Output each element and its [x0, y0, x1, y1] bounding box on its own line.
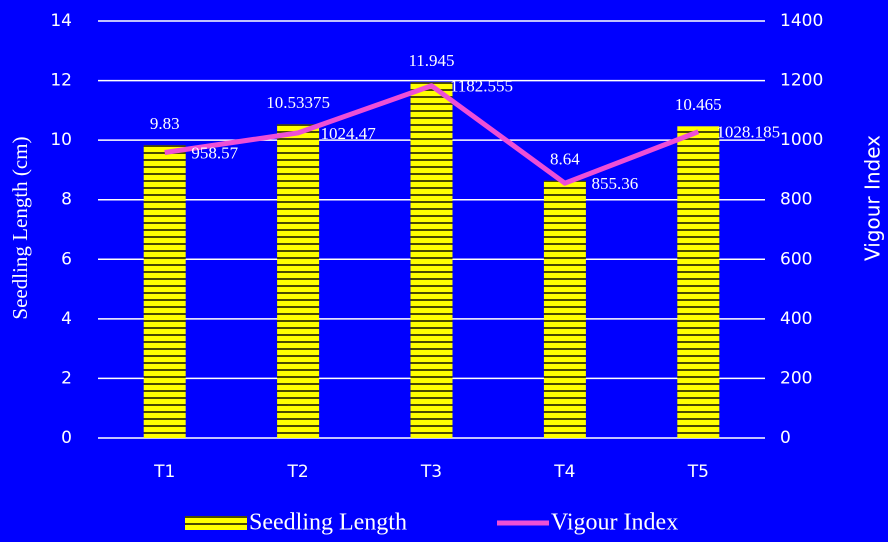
y-tick-label: 10: [50, 130, 72, 150]
y-tick-label: 4: [61, 309, 72, 329]
y-tick-label: 0: [61, 428, 72, 448]
y-tick-label: 6: [61, 249, 72, 269]
data-label: 10.465: [675, 95, 722, 114]
y2-axis-label: Vigour Index: [861, 135, 885, 261]
legend-swatch: [185, 516, 247, 530]
line: [164, 83, 700, 186]
data-label: 9.83: [150, 114, 180, 133]
data-label: 958.57: [191, 143, 238, 162]
data-label: 8.64: [550, 150, 580, 169]
y2-tick-label: 1400: [780, 11, 823, 31]
y-axis-label: Seedling Length (cm): [8, 136, 32, 319]
y2-tick-label: 400: [780, 309, 812, 329]
x-tick-label: T1: [153, 462, 175, 482]
data-label: 1028.185: [716, 123, 780, 142]
y2-tick-label: 1200: [780, 71, 823, 91]
y-tick-label: 12: [50, 71, 72, 91]
y2-tick-label: 800: [780, 190, 812, 210]
x-tick-label: T3: [420, 462, 442, 482]
legend-label: Seedling Length: [249, 510, 407, 536]
x-tick-label: T4: [553, 462, 575, 482]
bar: [143, 145, 186, 438]
y-tick-label: 8: [61, 190, 72, 210]
x-tick-label: T2: [286, 462, 308, 482]
y2-tick-label: 0: [780, 428, 791, 448]
bar: [277, 124, 320, 438]
y2-tick-label: 600: [780, 249, 812, 269]
bar: [677, 126, 720, 438]
y2-tick-label: 1000: [780, 130, 823, 150]
y2-tick-label: 200: [780, 368, 812, 388]
y-tick-label: 14: [50, 11, 72, 31]
y-tick-label: 2: [61, 368, 72, 388]
bar: [543, 180, 586, 438]
data-label: 855.36: [592, 174, 639, 193]
x-tick-label: T5: [687, 462, 709, 482]
data-label: 11.945: [408, 51, 454, 70]
data-label: 1182.555: [450, 77, 513, 96]
data-label: 10.53375: [266, 93, 330, 112]
data-label: 1024.47: [320, 124, 376, 143]
legend-label: Vigour Index: [551, 510, 678, 536]
bar: [410, 82, 453, 438]
